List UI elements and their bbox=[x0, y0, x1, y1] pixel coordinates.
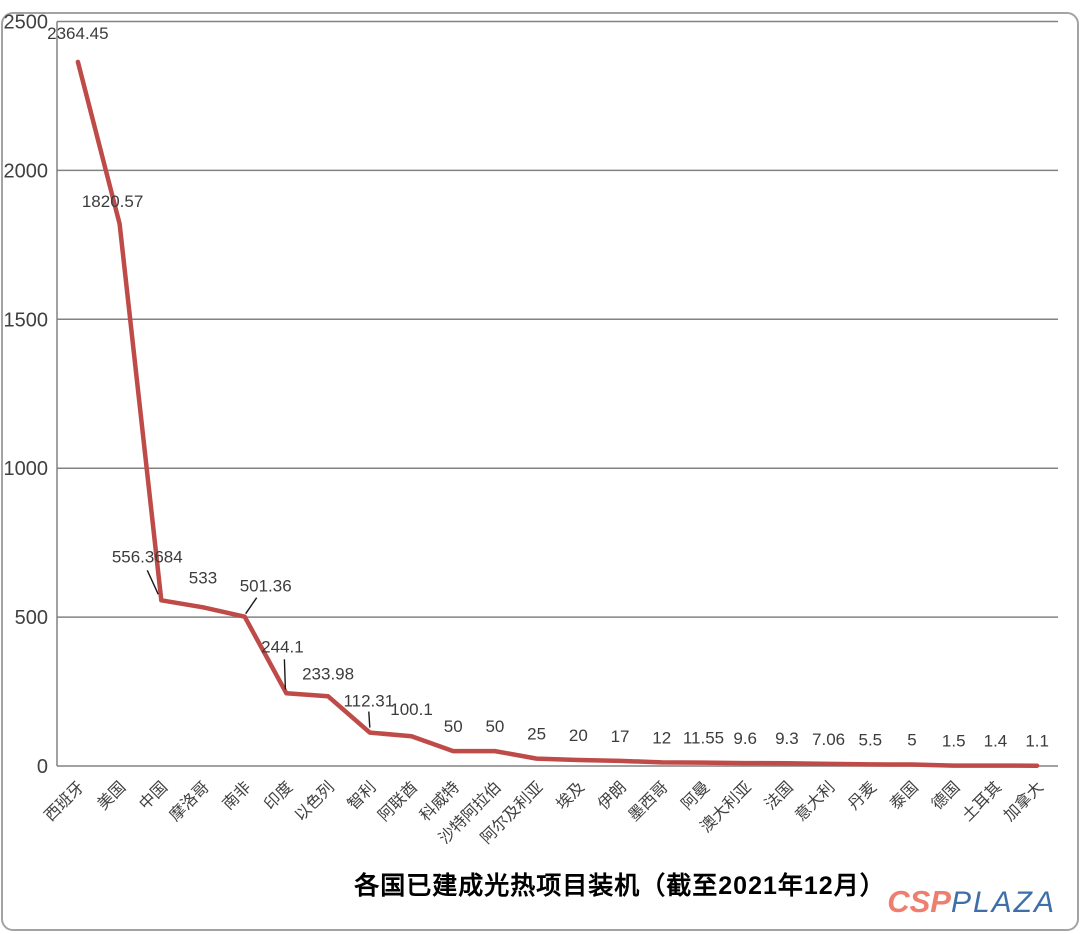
data-label: 5 bbox=[907, 731, 916, 750]
data-label: 501.36 bbox=[240, 577, 292, 596]
x-category-label: 阿曼 bbox=[678, 778, 713, 813]
data-label: 9.6 bbox=[733, 729, 757, 748]
x-category-label: 墨西哥 bbox=[626, 779, 672, 825]
x-category-label: 埃及 bbox=[553, 778, 588, 813]
data-label: 100.1 bbox=[390, 700, 433, 719]
x-category-label: 南非 bbox=[219, 778, 254, 813]
data-label: 1.5 bbox=[942, 732, 966, 751]
data-label-leader-line bbox=[283, 659, 287, 690]
data-label-leader-line bbox=[245, 597, 258, 615]
x-category-label: 美国 bbox=[94, 778, 129, 813]
data-label: 533 bbox=[189, 568, 217, 587]
x-category-label: 智利 bbox=[344, 778, 379, 813]
data-label: 50 bbox=[485, 717, 504, 736]
data-label: 50 bbox=[444, 717, 463, 736]
cspplaza-logo: CSPPLAZA bbox=[887, 884, 1056, 920]
data-label-leader-line bbox=[368, 711, 371, 728]
series-line bbox=[75, 59, 1040, 768]
data-label: 17 bbox=[611, 727, 630, 746]
y-axis-tick-label: 2000 bbox=[4, 160, 49, 182]
data-label: 112.31 bbox=[343, 692, 394, 711]
data-label: 25 bbox=[527, 725, 546, 744]
data-label: 1.1 bbox=[1025, 732, 1049, 751]
x-category-label: 意大利 bbox=[791, 777, 838, 824]
y-axis-tick-label: 1500 bbox=[4, 309, 49, 331]
x-category-label: 以色列 bbox=[291, 778, 338, 825]
data-label: 556.3684 bbox=[112, 547, 183, 566]
x-category-label: 法国 bbox=[761, 778, 796, 813]
y-axis-tick-label: 2500 bbox=[4, 12, 49, 34]
y-axis-tick-label: 0 bbox=[37, 756, 48, 778]
data-label: 1.4 bbox=[984, 732, 1008, 751]
x-category-label: 印度 bbox=[261, 778, 296, 813]
data-label: 1820.57 bbox=[82, 192, 143, 211]
data-label: 5.5 bbox=[858, 730, 882, 749]
data-label-leader-line bbox=[146, 570, 159, 595]
x-category-label: 土耳其 bbox=[959, 778, 1006, 825]
data-label: 2364.45 bbox=[47, 24, 108, 43]
data-label: 244.1 bbox=[261, 637, 304, 656]
x-category-label: 中国 bbox=[136, 778, 171, 813]
logo-plaza-text: PLAZA bbox=[950, 886, 1056, 919]
data-label: 11.55 bbox=[683, 729, 724, 748]
x-category-label: 德国 bbox=[928, 778, 963, 813]
data-label: 7.06 bbox=[812, 730, 845, 749]
data-label: 9.3 bbox=[775, 729, 799, 748]
logo-csp-text: CSP bbox=[887, 884, 951, 919]
data-label: 12 bbox=[652, 728, 671, 747]
data-label: 233.98 bbox=[302, 664, 354, 683]
data-label: 20 bbox=[569, 726, 588, 745]
x-category-label: 阿联酋 bbox=[375, 778, 422, 825]
x-category-label: 摩洛哥 bbox=[166, 778, 213, 825]
chart-title: 各国已建成光热项目装机（截至2021年12月） bbox=[354, 872, 886, 900]
x-category-label: 丹麦 bbox=[845, 778, 880, 813]
x-category-label: 伊朗 bbox=[595, 778, 630, 813]
x-category-label: 西班牙 bbox=[41, 778, 88, 825]
x-category-label: 加拿大 bbox=[1000, 777, 1047, 824]
y-axis-tick-label: 1000 bbox=[4, 458, 49, 480]
x-category-label: 泰国 bbox=[886, 778, 921, 813]
y-axis-tick-label: 500 bbox=[15, 607, 48, 629]
